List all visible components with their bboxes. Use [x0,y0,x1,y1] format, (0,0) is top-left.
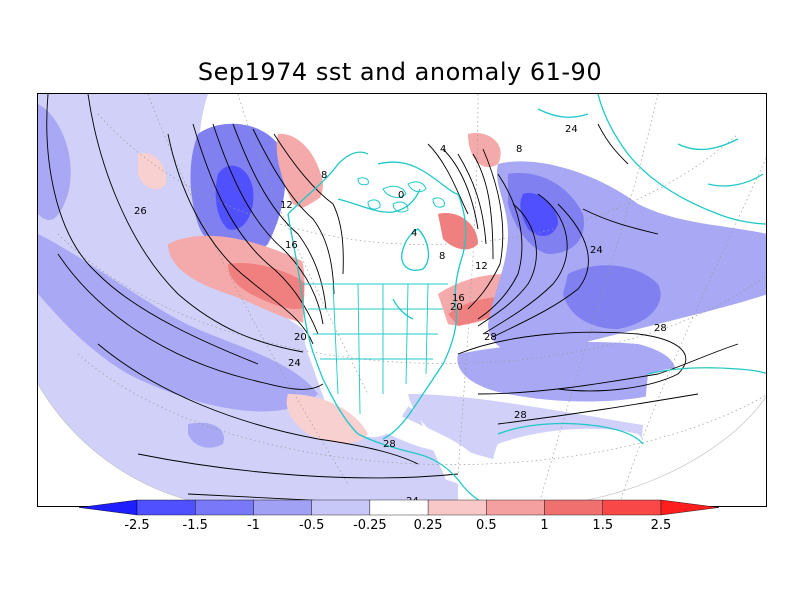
contour-label: 28 [484,332,497,343]
land-south-america [492,428,649,506]
colorbar-tick-label: 2.5 [651,518,672,533]
anomaly-region-bering-pos [138,153,167,190]
colorbar-bin [602,499,662,516]
colorbar-bin [253,499,312,516]
contour-label: 26 [134,206,147,217]
colorbar-tick-label: 1.5 [592,518,613,533]
contour-label: 4 [440,144,446,155]
colorbar-bin [136,499,196,516]
contour-label: 24 [288,358,301,369]
colorbar-arrow-left [78,499,138,516]
colorbar-tick-label: 0.25 [414,518,443,533]
contour-label: 8 [321,170,327,181]
anomaly-region-nepac-pos-core [228,263,314,309]
colorbar-bin [369,499,429,516]
contour-label: 24 [565,124,578,135]
political-boundaries [303,283,448,415]
anomaly-region-greenland-pos [468,133,501,168]
anomaly-region-neg0-southpac [178,414,458,506]
land-eurasia [598,94,766,224]
contour-label: 28 [514,410,527,421]
map-frame: 26 12 16 20 24 8 0 4 8 12 16 20 24 28 28… [37,93,767,507]
sst-contours [46,94,739,506]
colorbar: -2.5 -1.5 -1 -0.5 -0.25 0.25 0.5 1 1.5 2.5 [78,499,720,533]
anomaly-region-neg0-west [38,104,71,220]
colorbar-bin [486,499,545,516]
colorbar-tick-label: -2.5 [124,518,149,533]
colorbar-tick-label: -1 [247,518,260,533]
map-title: Sep1974 sst and anomaly 61-90 [197,58,603,86]
contour-label: 24 [590,245,603,256]
contour-label: 16 [285,240,298,251]
land-africa [638,366,766,506]
colorbar-bin [195,499,254,516]
colorbar-tick-label: -0.5 [299,518,324,533]
land-north-america [288,159,465,438]
anomaly-region-eastatl-neg [563,265,661,329]
anomaly-region-eq-pac-neg [188,422,224,448]
contour-label: 12 [475,261,488,272]
contour-label: 8 [439,251,445,262]
colorbar-bin [544,499,603,516]
colorbar-tick-label: 0.5 [476,518,497,533]
contour-label: 8 [516,144,522,155]
anomaly-region-trop-pac-weak-pos [286,394,368,444]
sst-map: 26 12 16 20 24 8 0 4 8 12 16 20 24 28 28… [38,94,766,506]
anomaly-region-neg0 [38,234,318,412]
colorbar-bin [311,499,371,516]
contour-label: 12 [280,200,293,211]
contour-label-group: 26 12 16 20 24 8 0 4 8 12 16 20 24 28 28… [134,124,667,506]
contour-label: 20 [294,332,307,343]
graticule [57,94,766,506]
domain-edge [38,383,766,506]
coastlines [287,94,766,506]
contour-label: 4 [411,228,417,239]
colorbar-boxes [78,499,720,516]
colorbar-bin [427,499,487,516]
anomaly-region-labrador-pos [438,213,478,250]
contour-label: 16 [452,293,465,304]
anomaly-region-subtrop-atl-neg [457,342,676,402]
colorbar-tick-label: -0.25 [353,518,387,533]
contour-label: 20 [450,302,463,313]
colorbar-tick-label: 1 [540,518,548,533]
arctic-islands [357,177,445,213]
anomaly-region-nepac-neg-core [215,165,254,230]
contour-label: 28 [654,323,667,334]
colorbar-arrow-right [660,499,720,516]
contour-label: 28 [383,439,396,450]
land-central-america [368,414,518,506]
contour-label: 0 [398,190,404,201]
colorbar-ticks: -2.5 -1.5 -1 -0.5 -0.25 0.25 0.5 1 1.5 2.5 [124,518,671,533]
colorbar-tick-label: -1.5 [183,518,208,533]
